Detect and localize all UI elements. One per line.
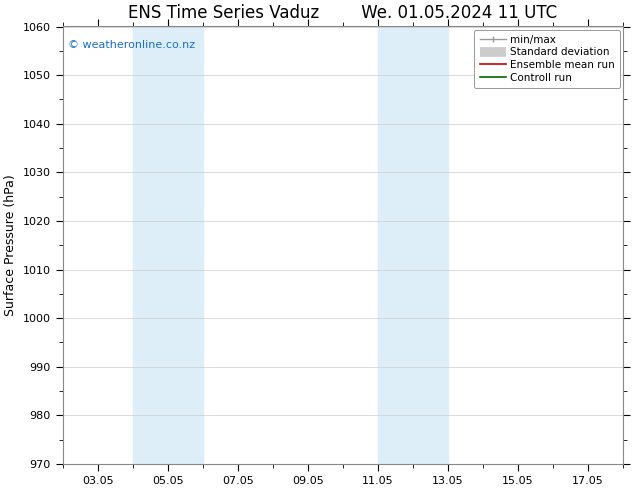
Text: © weatheronline.co.nz: © weatheronline.co.nz [68, 40, 195, 49]
Bar [168, 26, 203, 464]
Legend: min/max, Standard deviation, Ensemble mean run, Controll run: min/max, Standard deviation, Ensemble me… [474, 29, 620, 88]
Title: ENS Time Series Vaduz        We. 01.05.2024 11 UTC: ENS Time Series Vaduz We. 01.05.2024 11 … [128, 4, 557, 22]
Bar [413, 26, 448, 464]
Bar [378, 26, 413, 464]
Bar [133, 26, 168, 464]
Y-axis label: Surface Pressure (hPa): Surface Pressure (hPa) [4, 174, 17, 316]
